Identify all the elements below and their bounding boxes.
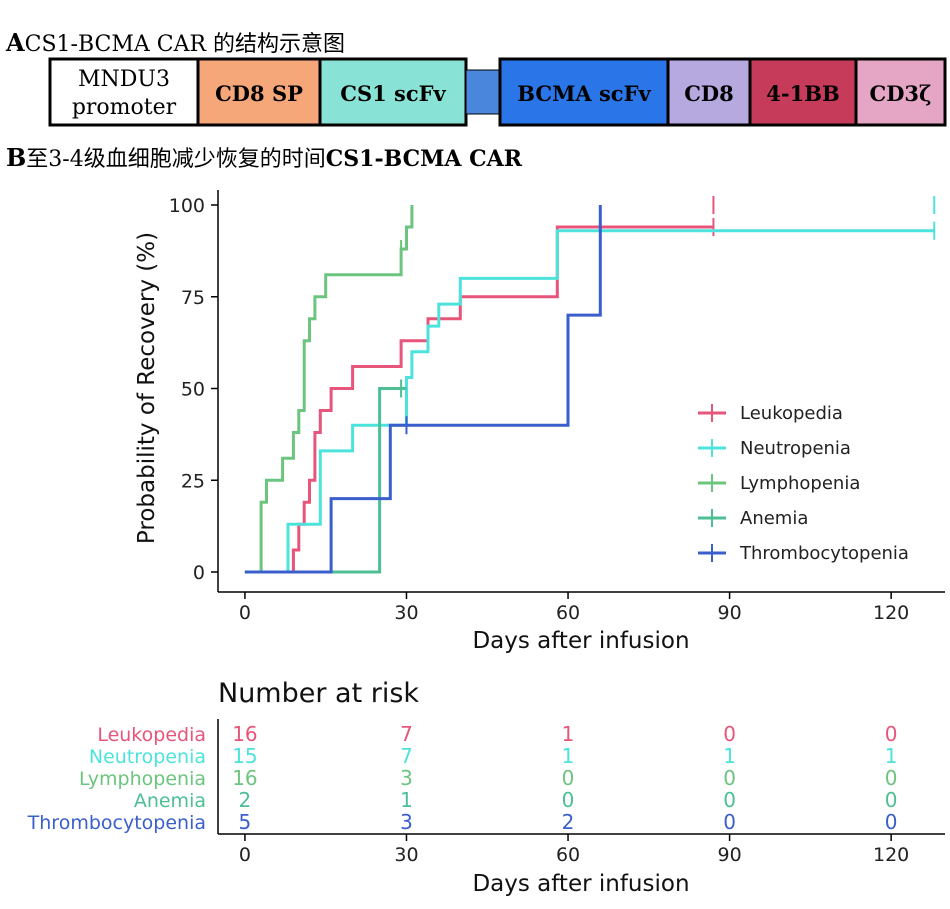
panel-b-title-bold: CS1-BCMA CAR <box>325 146 523 172</box>
segment-cd8-sp <box>196 57 322 127</box>
risk-row-label-thrombocytopenia: Thrombocytopenia <box>27 812 206 834</box>
risk-row-label-neutropenia: Neutropenia <box>89 746 206 768</box>
legend-label-thrombocytopenia: Thrombocytopenia <box>739 543 909 564</box>
x-tick-label: 90 <box>717 602 741 624</box>
series-line-neutropenia <box>244 229 935 574</box>
car-construct-diagram: MNDU3 promoter CD8 SP CS1 scFv BCMA scFv CD8 4… <box>48 57 947 127</box>
risk-value-lymphopenia-60: 0 <box>562 766 575 790</box>
segment-cs1-scfv <box>318 57 468 127</box>
y-tick-label: 25 <box>181 470 205 492</box>
risk-value-neutropenia-90: 1 <box>723 744 736 768</box>
panel-a-title: ACS1-BCMA CAR 的结构示意图 <box>6 26 345 58</box>
panel-a-title-text: CS1-BCMA CAR 的结构示意图 <box>24 32 346 57</box>
risk-x-axis-title: Days after infusion <box>472 871 689 897</box>
risk-value-neutropenia-0: 15 <box>232 744 257 768</box>
risk-value-leukopedia-120: 0 <box>885 722 898 746</box>
segment-label-line2: promoter <box>72 95 177 120</box>
risk-value-thrombocytopenia-90: 0 <box>723 810 736 834</box>
risk-table-title: Number at risk <box>218 678 419 709</box>
risk-x-tick-label: 0 <box>239 844 251 866</box>
segment-label: 4-1BB <box>766 81 839 106</box>
risk-x-tick-label: 30 <box>394 844 418 866</box>
risk-value-thrombocytopenia-30: 3 <box>400 810 413 834</box>
segment-label: CD8 SP <box>215 81 303 106</box>
x-tick-label: 120 <box>873 602 909 624</box>
risk-x-tick-label: 120 <box>873 844 909 866</box>
risk-value-lymphopenia-120: 0 <box>885 766 898 790</box>
segment-bcma-scfv <box>498 57 670 127</box>
risk-value-neutropenia-30: 7 <box>400 744 413 768</box>
segment-mndu3-promoter <box>48 57 200 127</box>
risk-value-anemia-120: 0 <box>885 788 898 812</box>
segment-label: CD3ζ <box>870 81 932 106</box>
risk-value-lymphopenia-0: 16 <box>232 766 257 790</box>
risk-value-anemia-60: 0 <box>562 788 575 812</box>
risk-value-thrombocytopenia-60: 2 <box>562 810 575 834</box>
y-tick-label: 100 <box>169 195 205 217</box>
segment-linker <box>465 69 501 115</box>
y-tick-label: 0 <box>193 562 205 584</box>
series-line-thrombocytopenia <box>244 205 602 574</box>
legend-label-anemia: Anemia <box>740 508 808 529</box>
risk-row-label-anemia: Anemia <box>134 790 206 812</box>
segment-label-line1: MNDU3 <box>78 67 170 92</box>
risk-value-leukopedia-30: 7 <box>400 722 413 746</box>
risk-value-thrombocytopenia-0: 5 <box>239 810 252 834</box>
risk-value-lymphopenia-90: 0 <box>723 766 736 790</box>
segment-cd3 <box>854 57 947 127</box>
legend-label-neutropenia: Neutropenia <box>740 438 851 459</box>
x-tick-label: 0 <box>239 602 251 624</box>
risk-value-anemia-30: 1 <box>400 788 413 812</box>
x-tick-label: 30 <box>394 602 418 624</box>
risk-value-lymphopenia-30: 3 <box>400 766 413 790</box>
x-axis-title: Days after infusion <box>472 628 689 654</box>
risk-value-thrombocytopenia-120: 0 <box>885 810 898 834</box>
panel-b-letter: B <box>6 143 27 172</box>
risk-value-anemia-0: 2 <box>239 788 252 812</box>
risk-value-anemia-90: 0 <box>723 788 736 812</box>
risk-row-label-lymphopenia: Lymphopenia <box>79 768 206 790</box>
y-tick-label: 75 <box>181 287 205 309</box>
segment-label: CS1 scFv <box>340 81 446 106</box>
risk-value-leukopedia-60: 1 <box>562 722 575 746</box>
panel-a-letter: A <box>6 28 25 57</box>
segment-label: CD8 <box>684 81 734 106</box>
segment-label: BCMA scFv <box>517 81 651 106</box>
risk-x-tick-label: 60 <box>556 844 580 866</box>
x-tick-label: 60 <box>556 602 580 624</box>
y-axis-title: Probability of Recovery (%) <box>134 232 160 544</box>
risk-value-neutropenia-120: 1 <box>885 744 898 768</box>
risk-value-leukopedia-90: 0 <box>723 722 736 746</box>
panel-b-title: B至3-4级血细胞减少恢复的时间CS1-BCMA CAR <box>6 141 522 173</box>
risk-row-label-leukopedia: Leukopedia <box>97 724 206 746</box>
legend-label-lymphopenia: Lymphopenia <box>740 473 860 494</box>
risk-value-leukopedia-0: 16 <box>232 722 257 746</box>
risk-x-tick-label: 90 <box>717 844 741 866</box>
risk-value-neutropenia-60: 1 <box>562 744 575 768</box>
y-tick-label: 50 <box>181 379 205 401</box>
panel-b-title-text: 至3-4级血细胞减少恢复的时间 <box>26 147 326 172</box>
legend-label-leukopedia: Leukopedia <box>740 403 843 424</box>
